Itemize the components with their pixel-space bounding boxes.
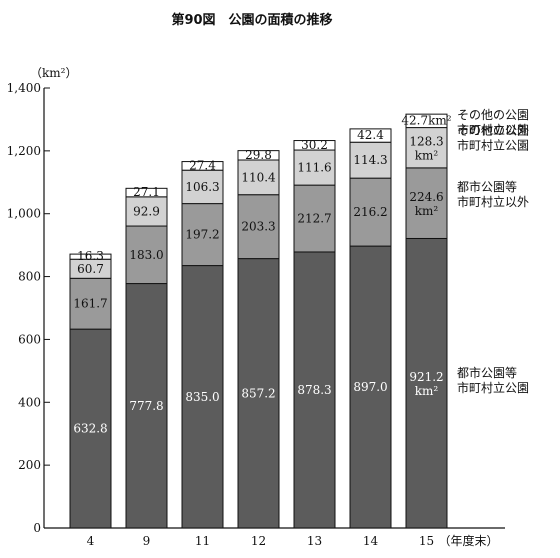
legend-label-line1: 都市公園等 xyxy=(457,365,517,380)
y-tick-label: 600 xyxy=(18,332,41,346)
data-label: 27.1 xyxy=(133,185,160,199)
data-label: 114.3 xyxy=(353,153,387,167)
bar-segment xyxy=(181,265,224,529)
x-tick-label: 4 xyxy=(87,534,95,548)
bar-segment xyxy=(237,150,280,161)
x-tick-label: 15 xyxy=(419,534,434,548)
legend-label-line1: その他の公園 xyxy=(457,108,529,122)
data-label: 777.8 xyxy=(129,399,163,413)
legend-label-line2: 市町村立以外 xyxy=(457,194,529,209)
data-label: 110.4 xyxy=(241,170,276,184)
data-label: 27.4 xyxy=(189,158,216,172)
data-label: 161.7 xyxy=(73,297,107,311)
data-label: 857.2 xyxy=(241,386,275,400)
data-label: 921.2 xyxy=(409,370,443,384)
data-label: 92.9 xyxy=(133,204,160,218)
legend-label-line1: その他の公園 xyxy=(457,124,529,138)
bar-segment xyxy=(349,245,392,529)
data-label: 16.3 xyxy=(77,249,104,263)
data-label: 216.2 xyxy=(353,205,387,219)
data-label: 835.0 xyxy=(185,390,219,404)
legend: 都市公園等市町村立公園都市公園等市町村立以外その他の公園市町村立公園その他の公園… xyxy=(457,108,529,395)
x-axis-suffix: （年度末） xyxy=(439,533,499,548)
bar-segment xyxy=(125,196,168,227)
data-label: 197.2 xyxy=(185,228,219,242)
data-label: 106.3 xyxy=(185,180,219,194)
x-axis: 4 9 11 12 13 14 15 （年度末） xyxy=(44,527,505,548)
y-tick-label: 1,000 xyxy=(7,207,41,221)
y-tick-label: 1,200 xyxy=(7,144,41,158)
y-tick-label: 800 xyxy=(18,270,41,284)
bars: 632.8 161.7 60.716.3 777.8 183.0 92.9 27.1 835.… xyxy=(69,113,452,529)
data-label: 111.6 xyxy=(297,161,331,175)
chart-title: 第90図 公園の面積の推移 xyxy=(171,12,332,28)
bar-segment xyxy=(125,225,168,285)
data-label: 42.4 xyxy=(357,128,384,142)
legend-label-line1: 都市公園等 xyxy=(457,179,517,194)
legend-label-line2: 市町村立以外 xyxy=(457,122,529,137)
x-tick-label: 12 xyxy=(251,534,266,548)
y-tick-label: 400 xyxy=(18,395,41,409)
y-axis-unit: （km²） xyxy=(30,66,77,80)
x-tick-label: 9 xyxy=(143,534,151,548)
data-label: 60.7 xyxy=(77,262,104,276)
bar-segment xyxy=(405,113,448,129)
bar-segment xyxy=(293,149,336,186)
bar-segment xyxy=(237,258,280,529)
bar-segment xyxy=(349,128,392,143)
data-label: 29.8 xyxy=(245,148,272,162)
x-tick-label: 11 xyxy=(195,534,210,548)
data-label: 212.7 xyxy=(297,212,331,226)
bar-segment xyxy=(237,159,280,196)
bar-segment xyxy=(69,277,112,330)
legend-label-line2: 市町村立公園 xyxy=(457,138,529,153)
data-label: 632.8 xyxy=(73,422,107,436)
bar-segment xyxy=(349,177,392,247)
legend-label-line2: 市町村立公園 xyxy=(457,380,529,395)
x-tick-label: 14 xyxy=(363,534,379,548)
bar-segment xyxy=(181,203,224,267)
data-label-unit: km² xyxy=(415,149,439,163)
x-tick-label: 13 xyxy=(307,534,322,548)
data-label-unit: km² xyxy=(415,204,439,218)
data-label: 183.0 xyxy=(129,248,163,262)
y-axis: 0 200 400 600 800 1,000 1,200 1,400 xyxy=(7,81,50,535)
y-tick-label: 0 xyxy=(33,521,41,535)
data-label: 224.6 xyxy=(409,190,443,204)
bar-segment xyxy=(405,237,448,529)
y-tick-label: 200 xyxy=(18,458,41,472)
data-label: 128.3 xyxy=(409,135,443,149)
data-label: 30.2 xyxy=(301,138,328,152)
y-tick-label: 1,400 xyxy=(7,81,41,95)
data-label: 878.3 xyxy=(297,383,331,397)
bar-segment xyxy=(125,283,168,529)
bar-segment xyxy=(405,127,448,169)
bar-segment xyxy=(237,194,280,260)
bar-segment xyxy=(293,140,336,151)
bar-segment xyxy=(69,253,112,260)
bar-segment xyxy=(181,161,224,171)
data-label: 203.3 xyxy=(241,220,275,234)
data-label-unit: km² xyxy=(415,384,439,398)
bar-segment xyxy=(349,141,392,179)
bar-segment xyxy=(405,167,448,239)
bar-segment xyxy=(293,184,336,253)
data-label: 42.7km² xyxy=(401,113,451,127)
bar-segment xyxy=(125,187,168,198)
data-label: 897.0 xyxy=(353,380,387,394)
